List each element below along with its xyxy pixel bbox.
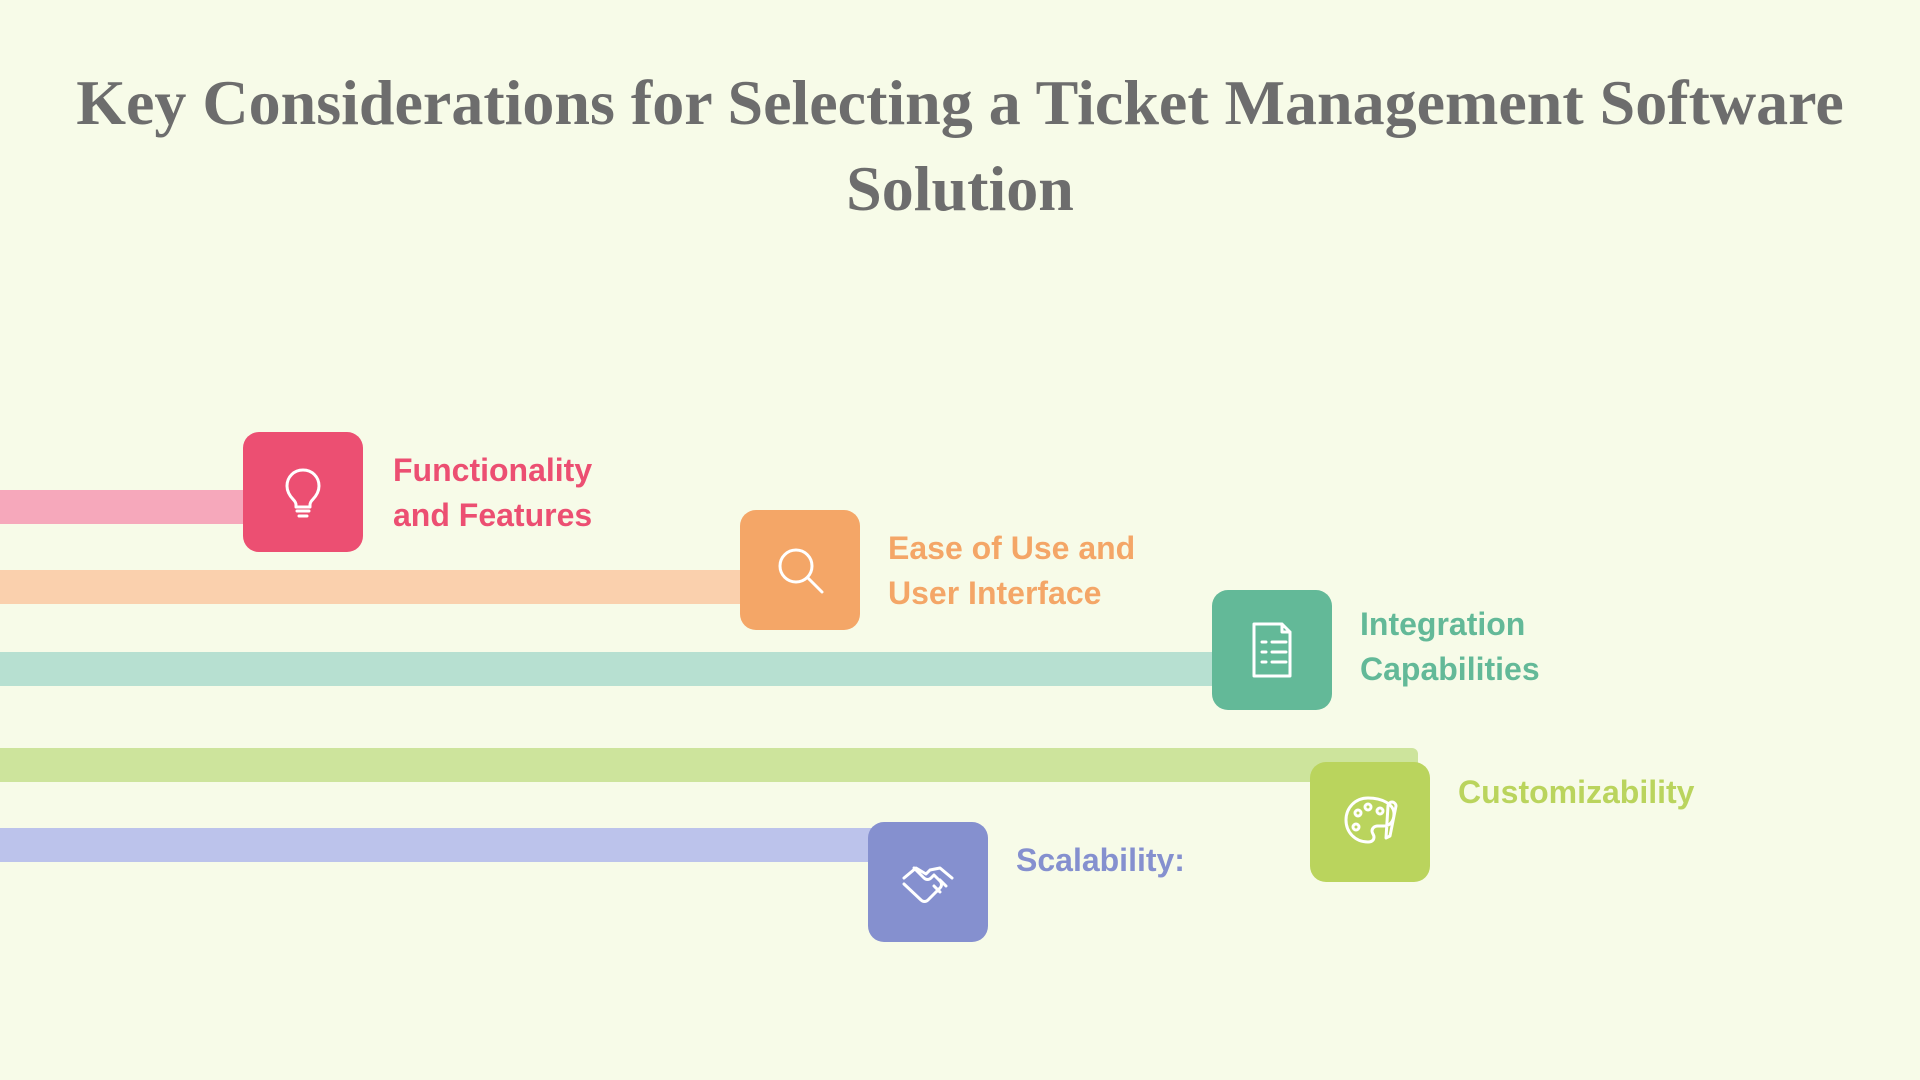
item-label: Ease of Use and User Interface (888, 526, 1208, 616)
item-bar (0, 570, 760, 604)
lightbulb-icon (271, 460, 335, 524)
item-label: Customizability (1458, 770, 1778, 815)
magnify-icon-box (740, 510, 860, 630)
handshake-icon (896, 850, 960, 914)
handshake-icon-box (868, 822, 988, 942)
item-bar (0, 490, 280, 524)
magnify-icon (768, 538, 832, 602)
infographic-canvas: Key Considerations for Selecting a Ticke… (0, 0, 1920, 1080)
checklist-icon (1240, 618, 1304, 682)
item-bar (0, 828, 900, 862)
palette-icon-box (1310, 762, 1430, 882)
item-label: Functionality and Features (393, 448, 653, 538)
item-label: Integration Capabilities (1360, 602, 1600, 692)
item-bar (0, 652, 1240, 686)
item-label: Scalability: (1016, 838, 1296, 883)
item-bar (0, 748, 1418, 782)
lightbulb-icon-box (243, 432, 363, 552)
checklist-icon-box (1212, 590, 1332, 710)
page-title: Key Considerations for Selecting a Ticke… (0, 60, 1920, 233)
palette-icon (1338, 790, 1402, 854)
